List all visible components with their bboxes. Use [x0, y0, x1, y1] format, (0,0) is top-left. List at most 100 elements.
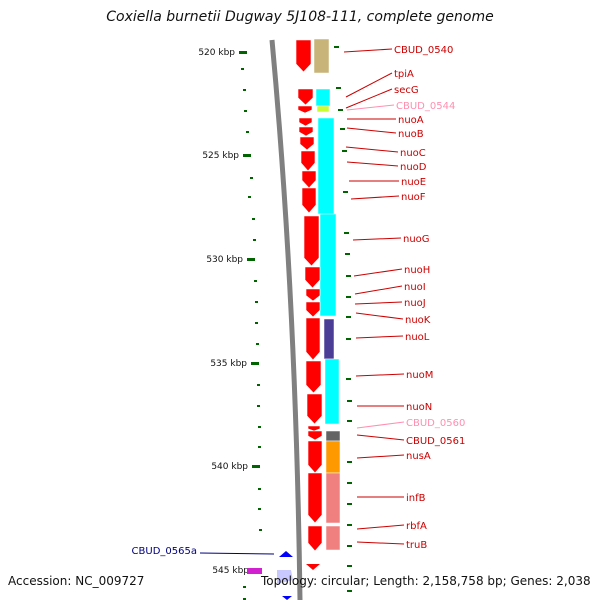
- scale-tick-minor: [334, 46, 339, 48]
- gene-arrow: [279, 551, 293, 557]
- gene-label: tpiA: [394, 69, 414, 80]
- gene-arrow: [307, 425, 321, 432]
- gene-arrow: [300, 150, 316, 172]
- scale-tick-major: [252, 465, 260, 468]
- scale-tick-minor: [343, 191, 348, 193]
- gene-arrow: [305, 360, 322, 394]
- leader-line: [356, 454, 405, 459]
- scale-ticks: [239, 46, 352, 600]
- gene-label: nuoK: [405, 315, 431, 326]
- scale-tick-minor: [253, 239, 256, 241]
- gene-arrow: [307, 440, 323, 474]
- scale-tick-minor: [347, 545, 352, 547]
- gene-arrow: [303, 215, 320, 267]
- scale-tick-minor: [257, 405, 260, 407]
- gene-arrow: [301, 170, 317, 189]
- scale-tick-minor: [347, 420, 352, 422]
- gene-arrow: [295, 39, 312, 73]
- scale-tick-minor: [340, 128, 345, 130]
- scale-label: 520 kbp: [198, 48, 235, 58]
- gene-arrow: [305, 317, 321, 361]
- scale-tick-minor: [344, 232, 349, 234]
- scale-tick-minor: [342, 150, 347, 152]
- leader-line: [352, 237, 402, 241]
- gene-arrow: [297, 105, 313, 114]
- gene-arrow: [305, 301, 321, 318]
- scale-tick-minor: [346, 316, 351, 318]
- scale-tick-minor: [254, 280, 257, 282]
- gene-arrow: [299, 136, 315, 151]
- scale-tick-minor: [257, 384, 260, 386]
- leader-line: [345, 72, 393, 98]
- gene-label: infB: [406, 493, 426, 504]
- scale-tick-minor: [347, 524, 352, 526]
- accession-label: Accession: NC_009727: [8, 574, 145, 588]
- leader-line: [346, 161, 399, 167]
- gene-label: CBUD_0565a: [132, 546, 197, 557]
- gene-label: nuoL: [405, 332, 430, 343]
- scale-tick-minor: [347, 565, 352, 567]
- leader-line: [354, 285, 403, 295]
- gene-arrow: [305, 288, 321, 302]
- leader-line: [345, 88, 393, 109]
- scale-tick-minor: [255, 322, 258, 324]
- gene-label: nuoM: [406, 370, 433, 381]
- gene-label: rbfA: [406, 521, 427, 532]
- scale-tick-minor: [255, 301, 258, 303]
- feature-block: [316, 105, 330, 113]
- scale-tick-major: [247, 258, 255, 261]
- scale-tick-minor: [338, 109, 343, 111]
- scale-label: 525 kbp: [202, 151, 239, 161]
- gene-label: CBUD_0540: [394, 45, 453, 56]
- gene-label: nuoI: [404, 282, 426, 293]
- feature-block: [324, 358, 340, 425]
- scale-tick-minor: [347, 590, 352, 592]
- scale-tick-minor: [243, 89, 246, 91]
- scale-tick-minor: [243, 586, 246, 588]
- feature-block: [315, 88, 331, 107]
- gene-arrow: [277, 570, 293, 584]
- scale-tick-minor: [346, 296, 351, 298]
- scale-labels: 520 kbp 525 kbp 530 kbp 535 kbp 540 kbp 545 k…: [198, 48, 249, 576]
- gene-label: nuoF: [401, 192, 426, 203]
- scale-tick-minor: [258, 426, 261, 428]
- leader-line: [350, 195, 400, 200]
- scale-label: 540 kbp: [211, 462, 248, 472]
- gene-arrow: [306, 564, 320, 570]
- leader-line: [356, 541, 405, 545]
- scale-tick-minor: [346, 378, 351, 380]
- gene-arrow: [301, 187, 317, 214]
- leader-line: [343, 48, 393, 53]
- feature-block: [325, 440, 341, 474]
- scale-tick-minor: [259, 529, 262, 531]
- label-leader-lines: [199, 48, 405, 555]
- scale-label: 530 kbp: [206, 255, 243, 265]
- gene-label: nuoE: [401, 177, 426, 188]
- gene-label: nuoJ: [404, 298, 426, 309]
- gene-label: nuoA: [398, 115, 424, 126]
- feature-block: [313, 38, 330, 74]
- genome-backbone: [269, 39, 303, 600]
- gene-arrow: [247, 568, 262, 574]
- gene-labels: CBUD_0540 tpiA secG CBUD_0544 nuoA nuoB nuoC nu…: [132, 45, 466, 557]
- gene-arrow: [282, 596, 292, 600]
- scale-tick-minor: [346, 275, 351, 277]
- feature-block: [325, 430, 341, 442]
- leader-line: [356, 524, 405, 530]
- gene-label: nuoD: [400, 162, 427, 173]
- feature-block: [323, 318, 335, 360]
- gene-arrow: [297, 88, 314, 106]
- scale-tick-minor: [258, 446, 261, 448]
- gene-arrow: [304, 266, 321, 289]
- leader-line: [353, 268, 403, 277]
- feature-block: [325, 525, 341, 551]
- gene-label: nuoH: [404, 265, 430, 276]
- leader-line: [355, 335, 404, 339]
- scale-tick-minor: [252, 218, 255, 220]
- gene-label: nusA: [406, 451, 431, 462]
- gene-label: nuoG: [403, 234, 430, 245]
- gene-label: CBUD_0561: [406, 436, 465, 447]
- gene-arrow: [307, 472, 323, 524]
